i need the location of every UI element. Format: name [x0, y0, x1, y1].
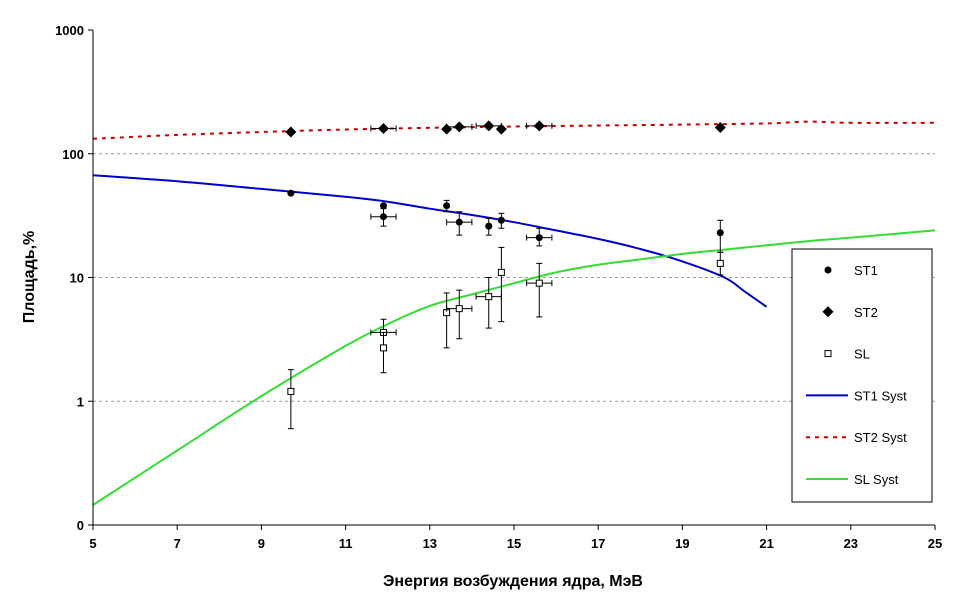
legend-box	[791, 248, 933, 503]
sl-point	[497, 268, 505, 276]
st1-point	[443, 202, 451, 210]
st2-point	[285, 126, 297, 138]
y-tick-label: 100	[62, 147, 84, 162]
st1-point	[535, 234, 543, 242]
x-axis-title: Энергия возбуждения ядра, МэВ	[383, 573, 643, 590]
legend-st1-marker	[824, 266, 832, 274]
x-tick-label: 23	[844, 536, 858, 551]
gridlines	[93, 153, 935, 402]
x-tick-label: 17	[591, 536, 605, 551]
st2-syst-line	[92, 120, 936, 140]
sl-syst-line	[92, 229, 936, 506]
x-tick-label: 19	[675, 536, 689, 551]
y-axis-title: Площадь,%	[21, 231, 38, 323]
x-tick-label: 21	[759, 536, 773, 551]
x-tick-label: 7	[174, 536, 181, 551]
st1-point	[485, 222, 493, 230]
legend-sl-syst-label: SL Syst	[854, 472, 899, 487]
st1-point	[379, 202, 387, 210]
x-tick-label: 15	[507, 536, 521, 551]
x-tick-label: 9	[258, 536, 265, 551]
legend-sl-marker	[824, 350, 832, 358]
st2-point	[483, 120, 495, 132]
legend-st2-label: ST2	[854, 305, 878, 320]
y-tick-label: 1	[77, 394, 84, 409]
legend-sl-label: SL	[854, 347, 870, 362]
y-tick-label: 10	[70, 271, 84, 286]
st2-point	[714, 121, 726, 133]
tick-labels: 0 1 10 100 1000 5 7 9 11 13 15 17 19 21 23 25	[55, 23, 942, 551]
st1-syst-line	[92, 174, 768, 308]
st1-point	[455, 218, 463, 226]
x-tick-label: 13	[423, 536, 437, 551]
sl-point	[287, 387, 295, 395]
data-points	[285, 120, 726, 430]
axes	[88, 29, 936, 530]
x-tick-label: 5	[89, 536, 96, 551]
legend-st2-syst-label: ST2 Syst	[854, 430, 907, 445]
sl-point	[485, 293, 493, 301]
st1-point	[287, 189, 295, 197]
legend-st1-syst-label: ST1 Syst	[854, 388, 907, 403]
y-tick-label: 1000	[55, 23, 84, 38]
st2-point	[453, 121, 465, 133]
st2-point	[377, 122, 389, 134]
legend-st2-marker	[822, 306, 834, 318]
y-tick-label: 0	[77, 518, 84, 533]
st2-point	[533, 120, 545, 132]
sl-point	[716, 259, 724, 267]
sl-point	[379, 344, 387, 352]
x-tick-label: 11	[339, 536, 353, 551]
x-tick-label: 25	[928, 536, 942, 551]
legend-st1-label: ST1	[854, 263, 878, 278]
st1-point	[379, 213, 387, 221]
st1-point	[716, 229, 724, 237]
st2-point	[495, 123, 507, 135]
sl-point	[535, 279, 543, 287]
sl-point	[455, 305, 463, 313]
st1-point	[497, 216, 505, 224]
legend: ST1 ST2 SL ST1 Syst ST2 Syst SL Syst	[791, 248, 933, 503]
